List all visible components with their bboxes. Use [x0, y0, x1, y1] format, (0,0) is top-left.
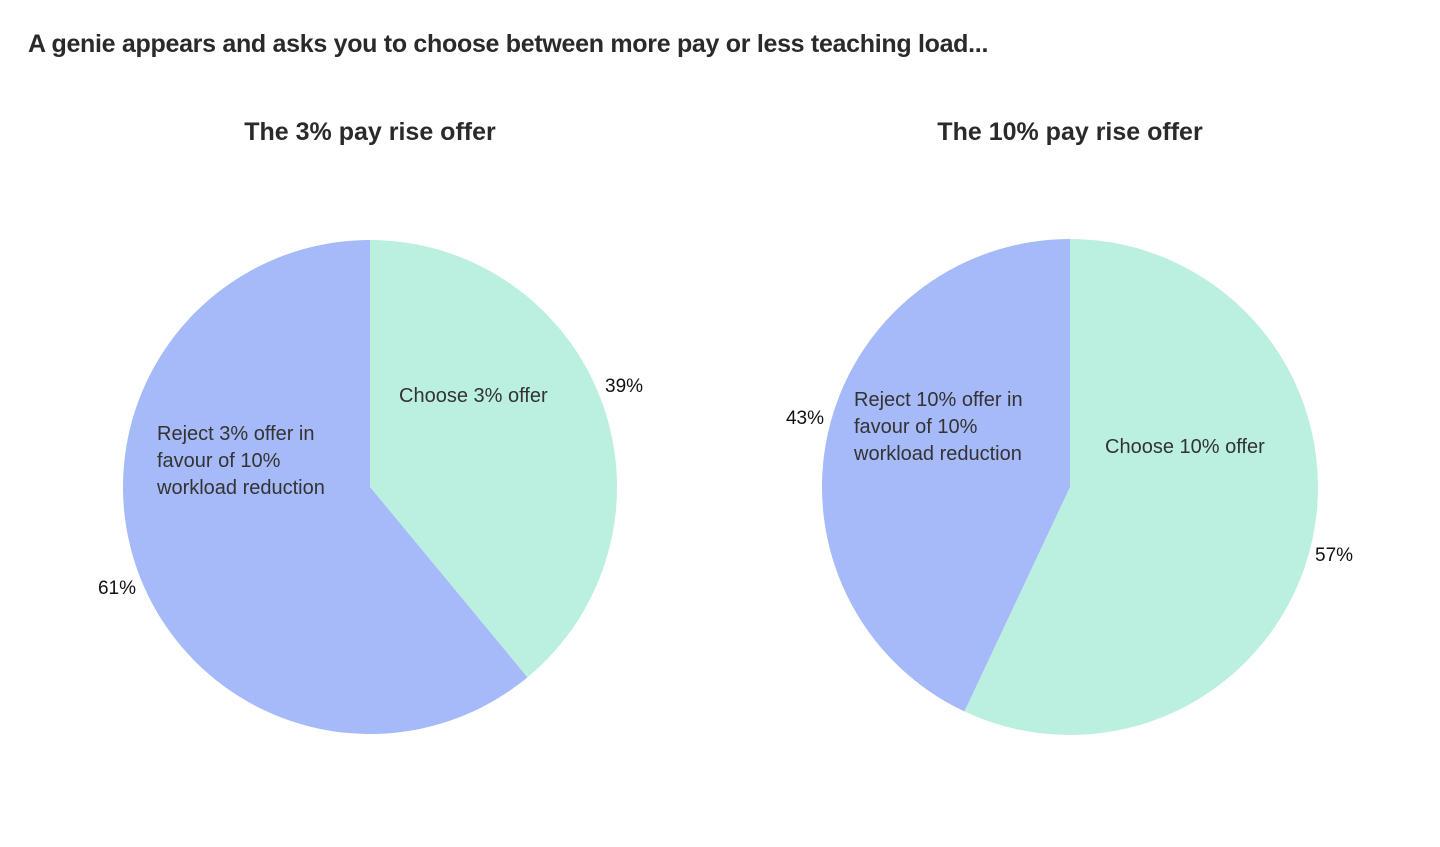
- pie-chart-3-percent: The 3% pay rise offer Choose 3% offer 39%…: [98, 118, 643, 734]
- chart-title-10-percent: The 10% pay rise offer: [937, 118, 1203, 146]
- pie-labels-10-percent: Choose 10% offer 57% Reject 10% offer in fa…: [786, 389, 1353, 566]
- pie-slices-10-percent: [822, 239, 1319, 736]
- pct-label-10-percent-choose: 57%: [1315, 545, 1353, 566]
- pie-slice-3-percent-reject: [123, 240, 528, 734]
- chart-title-3-percent: The 3% pay rise offer: [244, 118, 496, 146]
- pie-slices-3-percent: [123, 240, 618, 734]
- slice-label-10-percent-reject: Reject 10% offer in favour of 10% workload…: [853, 389, 1023, 465]
- pct-label-10-percent-reject: 43%: [786, 408, 824, 429]
- pct-label-3-percent-choose: 39%: [605, 376, 643, 397]
- slice-label-3-percent-reject: Reject 3% offer in favour of 10% workload …: [156, 423, 325, 499]
- pct-label-3-percent-reject: 61%: [98, 578, 136, 599]
- pie-chart-10-percent: The 10% pay rise offer Choose 10% offer 5…: [786, 118, 1353, 736]
- pie-slice-10-percent-reject: [822, 239, 1070, 712]
- pie-slice-3-percent-choose: [370, 240, 618, 678]
- slice-label-3-percent-choose: Choose 3% offer: [399, 385, 548, 407]
- pie-slice-10-percent-choose: [964, 239, 1319, 736]
- pie-labels-3-percent: Choose 3% offer 39% Reject 3% offer in favo…: [98, 376, 643, 599]
- slice-label-10-percent-choose: Choose 10% offer: [1105, 436, 1265, 458]
- page-title: A genie appears and asks you to choose b…: [28, 30, 989, 58]
